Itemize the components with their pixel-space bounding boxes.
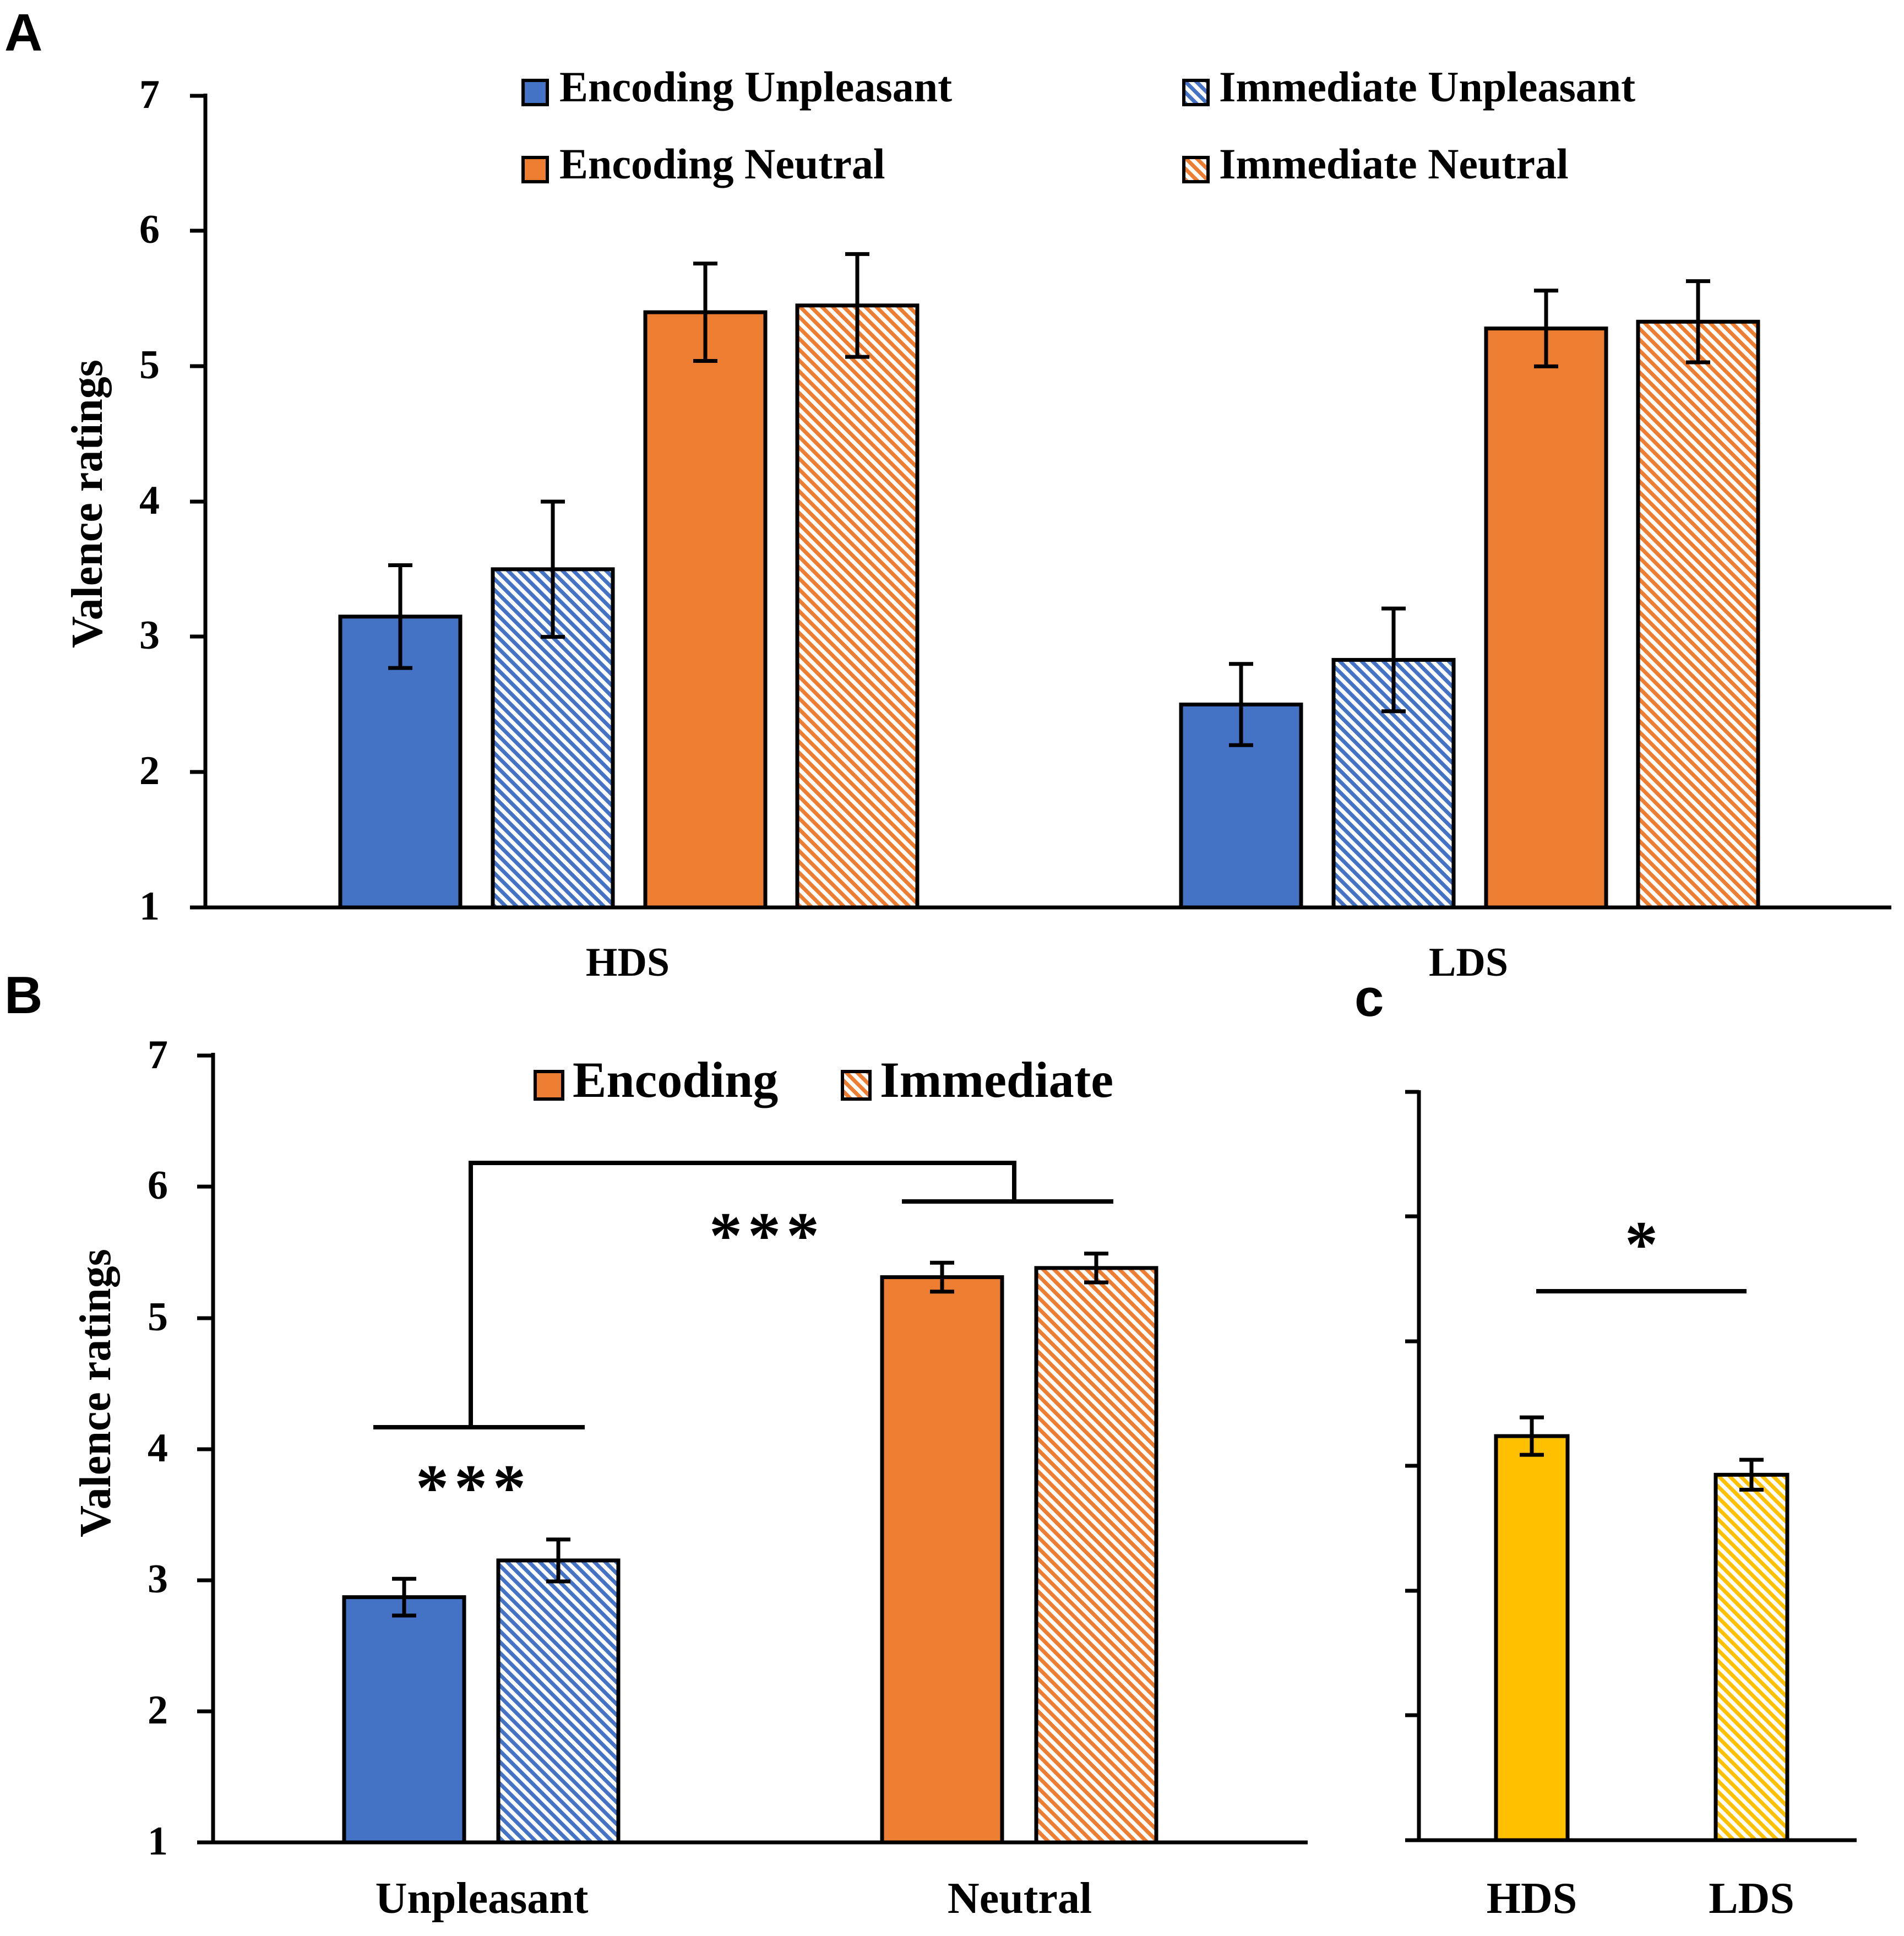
panel-b-ylabel: Valence ratings: [72, 1249, 120, 1537]
ytick-1: 1: [139, 884, 160, 929]
panel-b-significance: *** ***: [373, 1161, 1113, 1524]
bar-unpleasant-encoding: [342, 1595, 466, 1845]
ytick-7: 7: [139, 72, 160, 117]
bracket-connector: [469, 1161, 1016, 1427]
panel-b-bars: [342, 1252, 1158, 1845]
bar-unpleasant-immediate: [496, 1558, 621, 1845]
panel-b-legend: Encoding Immediate: [534, 1052, 1113, 1108]
bar-neutral-immediate: [1034, 1266, 1158, 1845]
bar-lds-encoding-neutral: [1484, 327, 1608, 910]
ytick-6: 6: [139, 207, 160, 252]
category-label-unpleasant: Unpleasant: [376, 1874, 589, 1923]
panel-a: A Encoding Unpleasant Immediate Unpleasa…: [4, 3, 1891, 985]
bar-hds-encoding-neutral: [643, 310, 768, 910]
legend-label-immediate-unpleasant: Immediate Unpleasant: [1219, 63, 1635, 111]
bar-lds: [1713, 1472, 1789, 1842]
ytick-6: 6: [148, 1163, 168, 1208]
significance-stars-valence: ***: [709, 1199, 825, 1272]
category-label-lds: LDS: [1709, 1874, 1794, 1923]
panel-c-label: c: [1354, 969, 1384, 1027]
legend-label-encoding-unpleasant: Encoding Unpleasant: [559, 63, 952, 111]
category-label-lds: LDS: [1429, 940, 1508, 985]
panel-a-legend: Encoding Unpleasant Immediate Unpleasant…: [521, 63, 1635, 188]
legend-swatch-encoding: [534, 1070, 564, 1101]
ytick-3: 3: [148, 1557, 168, 1602]
panel-a-bars: [338, 252, 1760, 910]
category-label-hds: HDS: [1487, 1874, 1577, 1923]
ytick-4: 4: [148, 1426, 168, 1471]
ytick-4: 4: [139, 478, 160, 523]
panel-a-label: A: [4, 3, 42, 62]
bar-hds-immediate-neutral: [795, 303, 920, 910]
legend-label-encoding-neutral: Encoding Neutral: [559, 140, 885, 188]
panel-c-axes: [1405, 1090, 1857, 1842]
panel-c-significance: *: [1536, 1208, 1747, 1293]
panel-c-bars: [1494, 1415, 1789, 1842]
legend-swatch-encoding-unpleasant: [521, 79, 549, 106]
legend-swatch-immediate-unpleasant: [1182, 79, 1210, 106]
bar-lds-immediate-neutral: [1636, 319, 1760, 910]
ytick-2: 2: [148, 1688, 168, 1733]
bar-neutral-encoding: [880, 1275, 1004, 1845]
category-label-hds: HDS: [586, 940, 670, 985]
legend-swatch-immediate-neutral: [1182, 156, 1210, 183]
significance-star-hds-lds: *: [1625, 1208, 1658, 1281]
legend-label-immediate-neutral: Immediate Neutral: [1219, 140, 1569, 188]
legend-swatch-encoding-neutral: [521, 156, 549, 183]
ytick-7: 7: [148, 1032, 168, 1078]
ytick-3: 3: [139, 613, 160, 658]
bar-hds: [1494, 1434, 1570, 1842]
ytick-1: 1: [148, 1819, 168, 1864]
panel-a-yticks: 1 2 3 4 5 6 7: [139, 72, 160, 929]
panel-a-axes: [190, 94, 1891, 910]
ytick-5: 5: [139, 342, 160, 388]
legend-label-encoding: Encoding: [573, 1052, 778, 1108]
panel-b-axes: [197, 1053, 1308, 1845]
significance-stars-unpleasant: ***: [416, 1451, 531, 1524]
panel-b-label: B: [4, 966, 42, 1025]
legend-label-immediate: Immediate: [880, 1052, 1113, 1108]
legend-swatch-immediate: [841, 1070, 872, 1101]
panel-a-ylabel: Valence ratings: [63, 360, 112, 648]
panel-c: c * HDS LDS: [1354, 969, 1857, 1923]
category-label-neutral: Neutral: [948, 1874, 1092, 1923]
panel-b: B Encoding Immediate Valence ratings 1 2…: [4, 966, 1308, 1923]
ytick-5: 5: [148, 1295, 168, 1340]
panel-b-yticks: 1 2 3 4 5 6 7: [148, 1032, 168, 1864]
ytick-2: 2: [139, 748, 160, 793]
